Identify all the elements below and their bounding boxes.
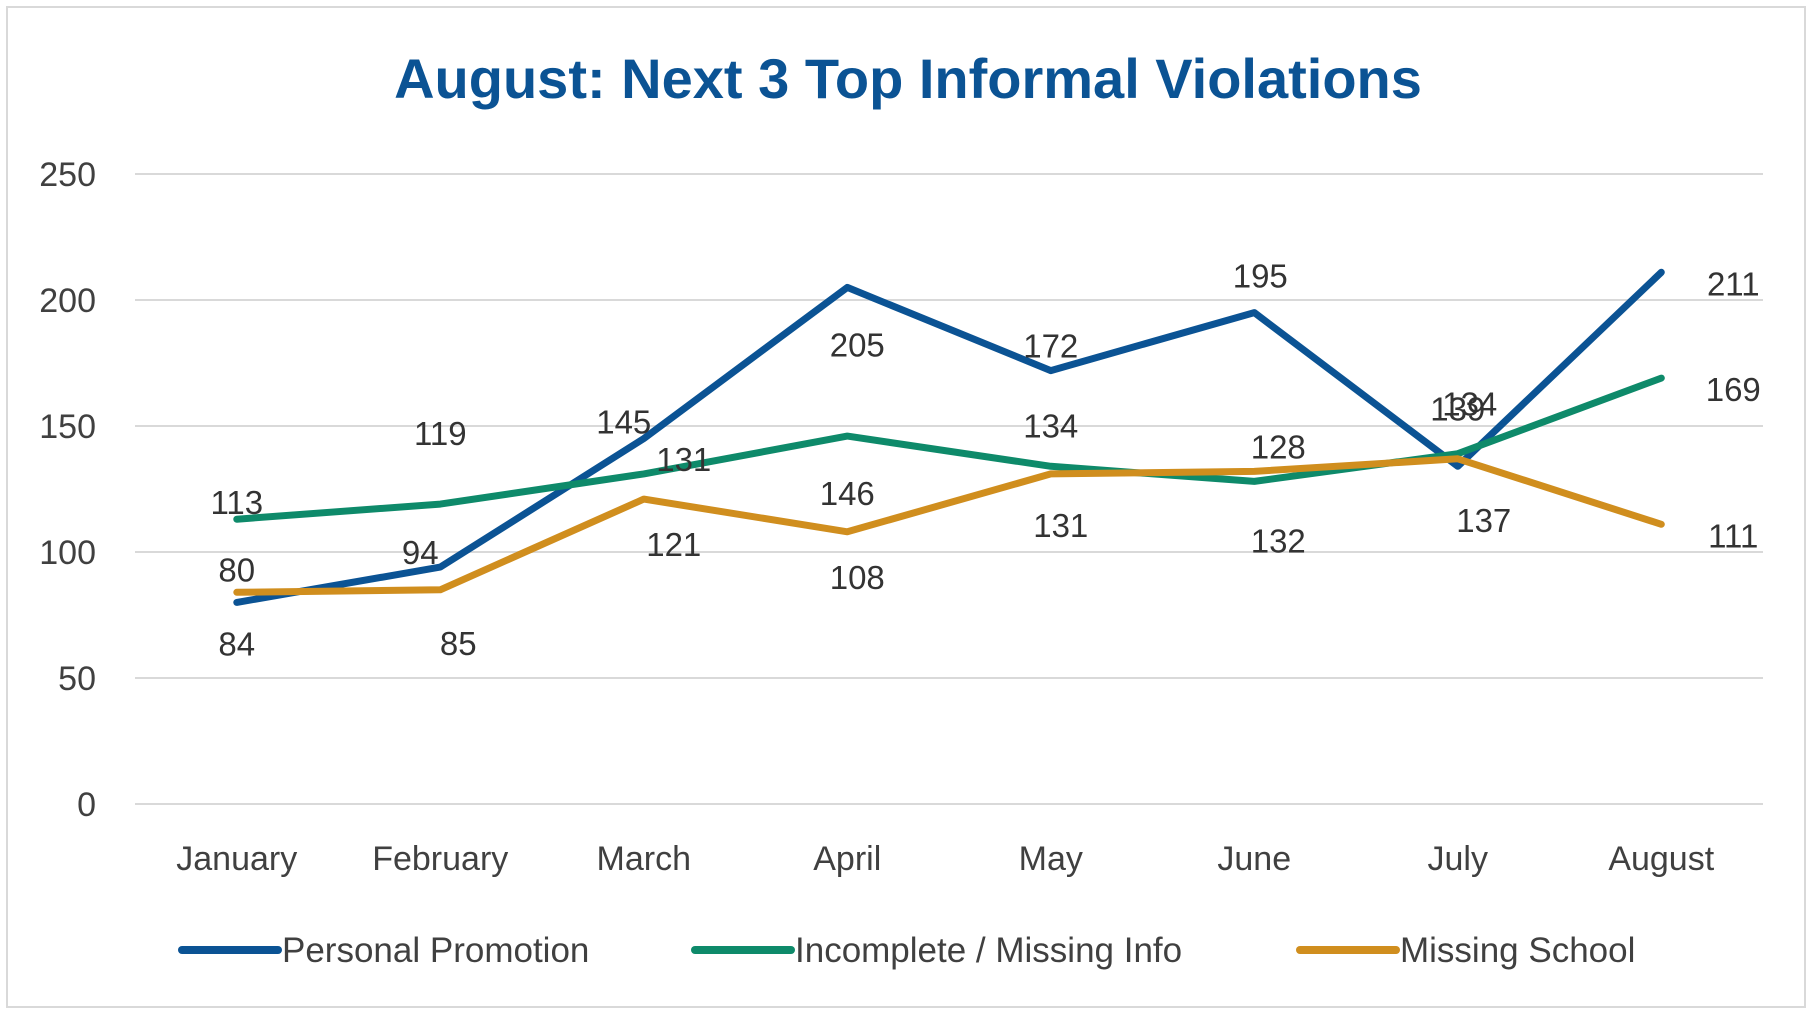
series-line-0 xyxy=(233,268,1665,606)
x-tick-label: August xyxy=(1608,840,1714,878)
data-label: 134 xyxy=(1023,407,1078,444)
series-lines xyxy=(233,268,1665,606)
y-tick-label: 200 xyxy=(39,282,96,320)
x-tick-label: June xyxy=(1217,840,1291,878)
data-label: 172 xyxy=(1023,328,1078,365)
data-labels: 80 94 145 205 172 195 134 211 113 119 131 146 134 128… xyxy=(210,258,1760,663)
chart-title: August: Next 3 Top Informal Violations xyxy=(394,47,1422,110)
legend-label: Missing School xyxy=(1400,931,1635,970)
data-label: 205 xyxy=(830,326,885,363)
gridlines xyxy=(135,173,1763,805)
data-label: 128 xyxy=(1251,428,1306,465)
data-label: 132 xyxy=(1251,522,1306,559)
legend-label: Personal Promotion xyxy=(282,931,589,970)
data-label: 113 xyxy=(210,484,263,521)
x-tick-label: April xyxy=(813,840,881,878)
y-tick-label: 0 xyxy=(77,786,96,824)
data-label: 169 xyxy=(1706,371,1761,408)
data-label: 131 xyxy=(1033,507,1088,544)
data-label: 137 xyxy=(1456,502,1511,539)
data-label: 94 xyxy=(402,534,439,571)
data-label: 145 xyxy=(596,404,651,441)
x-tick-label: May xyxy=(1019,840,1083,878)
y-tick-label: 100 xyxy=(39,534,96,572)
x-tick-label: January xyxy=(176,840,297,878)
legend-label: Incomplete / Missing Info xyxy=(795,931,1182,970)
y-tick-label: 250 xyxy=(39,156,96,194)
data-label: 119 xyxy=(414,415,467,452)
data-label: 121 xyxy=(646,526,701,563)
data-label: 134 xyxy=(1442,385,1497,422)
data-label: 211 xyxy=(1707,265,1760,302)
data-label: 85 xyxy=(440,625,477,662)
legend: Personal Promotion Incomplete / Missing I… xyxy=(178,931,1635,970)
data-label: 146 xyxy=(820,475,875,512)
data-label: 139 xyxy=(1430,391,1485,428)
data-label: 80 xyxy=(218,551,255,588)
x-axis: January February March April May June July Augu… xyxy=(176,840,1714,878)
series-line-2 xyxy=(233,455,1665,596)
x-tick-label: March xyxy=(597,840,691,878)
data-label: 195 xyxy=(1233,258,1288,295)
x-tick-label: February xyxy=(372,840,508,878)
y-axis: 0 50 100 150 200 250 xyxy=(39,156,96,824)
y-tick-label: 50 xyxy=(58,660,96,698)
x-tick-label: July xyxy=(1428,840,1488,878)
data-label: 108 xyxy=(830,559,885,596)
data-label: 131 xyxy=(656,441,711,478)
data-label: 111 xyxy=(1708,517,1758,554)
y-tick-label: 150 xyxy=(39,408,96,446)
data-label: 84 xyxy=(218,625,255,662)
